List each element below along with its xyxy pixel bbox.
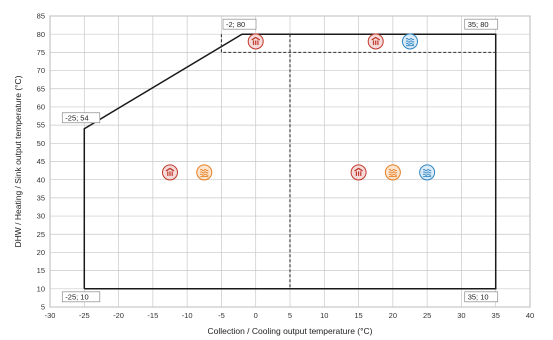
x-tick-label: 40 [526, 311, 534, 320]
y-tick-label: 10 [37, 284, 45, 293]
floor-heating-icon [402, 33, 418, 50]
heat-wave [199, 171, 209, 174]
x-tick-label: 15 [354, 311, 362, 320]
x-tick-label: 0 [254, 311, 258, 320]
floor-heating-icon [384, 164, 401, 181]
y-tick-label: 15 [37, 266, 45, 275]
heat-wave [388, 169, 398, 172]
y-tick-label: 35 [37, 193, 45, 202]
heat-wave [405, 40, 415, 43]
y-tick-label: 30 [37, 212, 45, 221]
y-axis-ticks: 5 10 15 20 25 30 35 40 45 50 55 60 65 70 75 80 85 [37, 12, 45, 312]
radiator-icon [367, 33, 384, 50]
corner-label: 35; 80 [464, 18, 499, 30]
heat-wave [405, 38, 415, 41]
x-tick-label: -30 [45, 311, 56, 320]
corner-label: 35; 10 [464, 291, 499, 303]
corner-label-box [61, 112, 101, 124]
heat-wave [388, 171, 398, 174]
corner-label-text: -25; 10 [65, 292, 88, 301]
y-tick-label: 5 [41, 303, 45, 312]
x-tick-label: -5 [218, 311, 225, 320]
corner-label-box [464, 291, 499, 303]
radiator-roof [165, 167, 175, 172]
x-tick-label: -20 [113, 311, 124, 320]
x-tick-label: -15 [147, 311, 158, 320]
corner-label-text: -25; 54 [65, 113, 88, 122]
heat-wave [422, 173, 432, 176]
y-tick-label: 70 [37, 66, 45, 75]
x-tick-label: 30 [457, 311, 465, 320]
corner-label: -25; 10 [61, 291, 101, 303]
y-tick-label: 25 [37, 230, 45, 239]
corner-label: -2; 80 [222, 18, 257, 30]
envelope-series [83, 33, 497, 290]
y-tick-label: 80 [37, 30, 45, 39]
y-axis-title: DHW / Heating / Sink output temperature … [13, 75, 23, 247]
heat-wave [199, 169, 209, 172]
heat-wave [388, 173, 398, 176]
y-tick-label: 75 [37, 48, 45, 57]
y-tick-label: 20 [37, 248, 45, 257]
heat-wave [422, 169, 432, 172]
radiator-icon [162, 164, 178, 181]
y-tick-label: 55 [37, 121, 45, 130]
radiator-roof [371, 36, 381, 41]
corner-label: -25; 54 [61, 112, 101, 124]
x-tick-label: 35 [492, 311, 500, 320]
y-tick-label: 85 [37, 12, 45, 21]
corner-label-box [222, 18, 257, 30]
radiator-icon [247, 33, 264, 50]
x-tick-label: -25 [79, 311, 90, 320]
corner-label-text: 35; 10 [468, 292, 489, 301]
envelope-dashed-line [220, 34, 496, 53]
heat-wave [405, 42, 415, 45]
corner-label-box [61, 291, 101, 303]
corner-labels: -25; 54 -2; 80 35; 80 -25; 10 35; 10 [61, 18, 499, 303]
x-tick-label: -10 [182, 311, 193, 320]
emitter-markers [162, 33, 436, 181]
x-tick-label: 20 [389, 311, 397, 320]
x-tick-label: 25 [423, 311, 431, 320]
x-tick-label: 5 [288, 311, 292, 320]
radiator-roof [251, 36, 261, 41]
corner-label-box [464, 18, 499, 30]
heat-wave [422, 171, 432, 174]
y-tick-label: 40 [37, 175, 45, 184]
y-tick-label: 65 [37, 84, 45, 93]
x-tick-label: 10 [320, 311, 328, 320]
radiator-icon [350, 164, 367, 181]
x-axis-title: Collection / Cooling output temperature … [208, 326, 373, 336]
floor-heating-icon [196, 164, 213, 181]
y-tick-label: 50 [37, 139, 45, 148]
y-tick-label: 45 [37, 157, 45, 166]
heat-wave [199, 173, 209, 176]
x-axis-ticks: -30 -25 -20 -15 -10 -5 0 5 10 15 20 25 30 35 40 [45, 311, 535, 320]
floor-heating-icon [419, 164, 436, 181]
corner-label-text: 35; 80 [468, 20, 489, 29]
radiator-roof [354, 167, 363, 172]
envelope-boundary-line [83, 33, 497, 290]
corner-label-text: -2; 80 [226, 20, 245, 29]
y-tick-label: 60 [37, 103, 45, 112]
